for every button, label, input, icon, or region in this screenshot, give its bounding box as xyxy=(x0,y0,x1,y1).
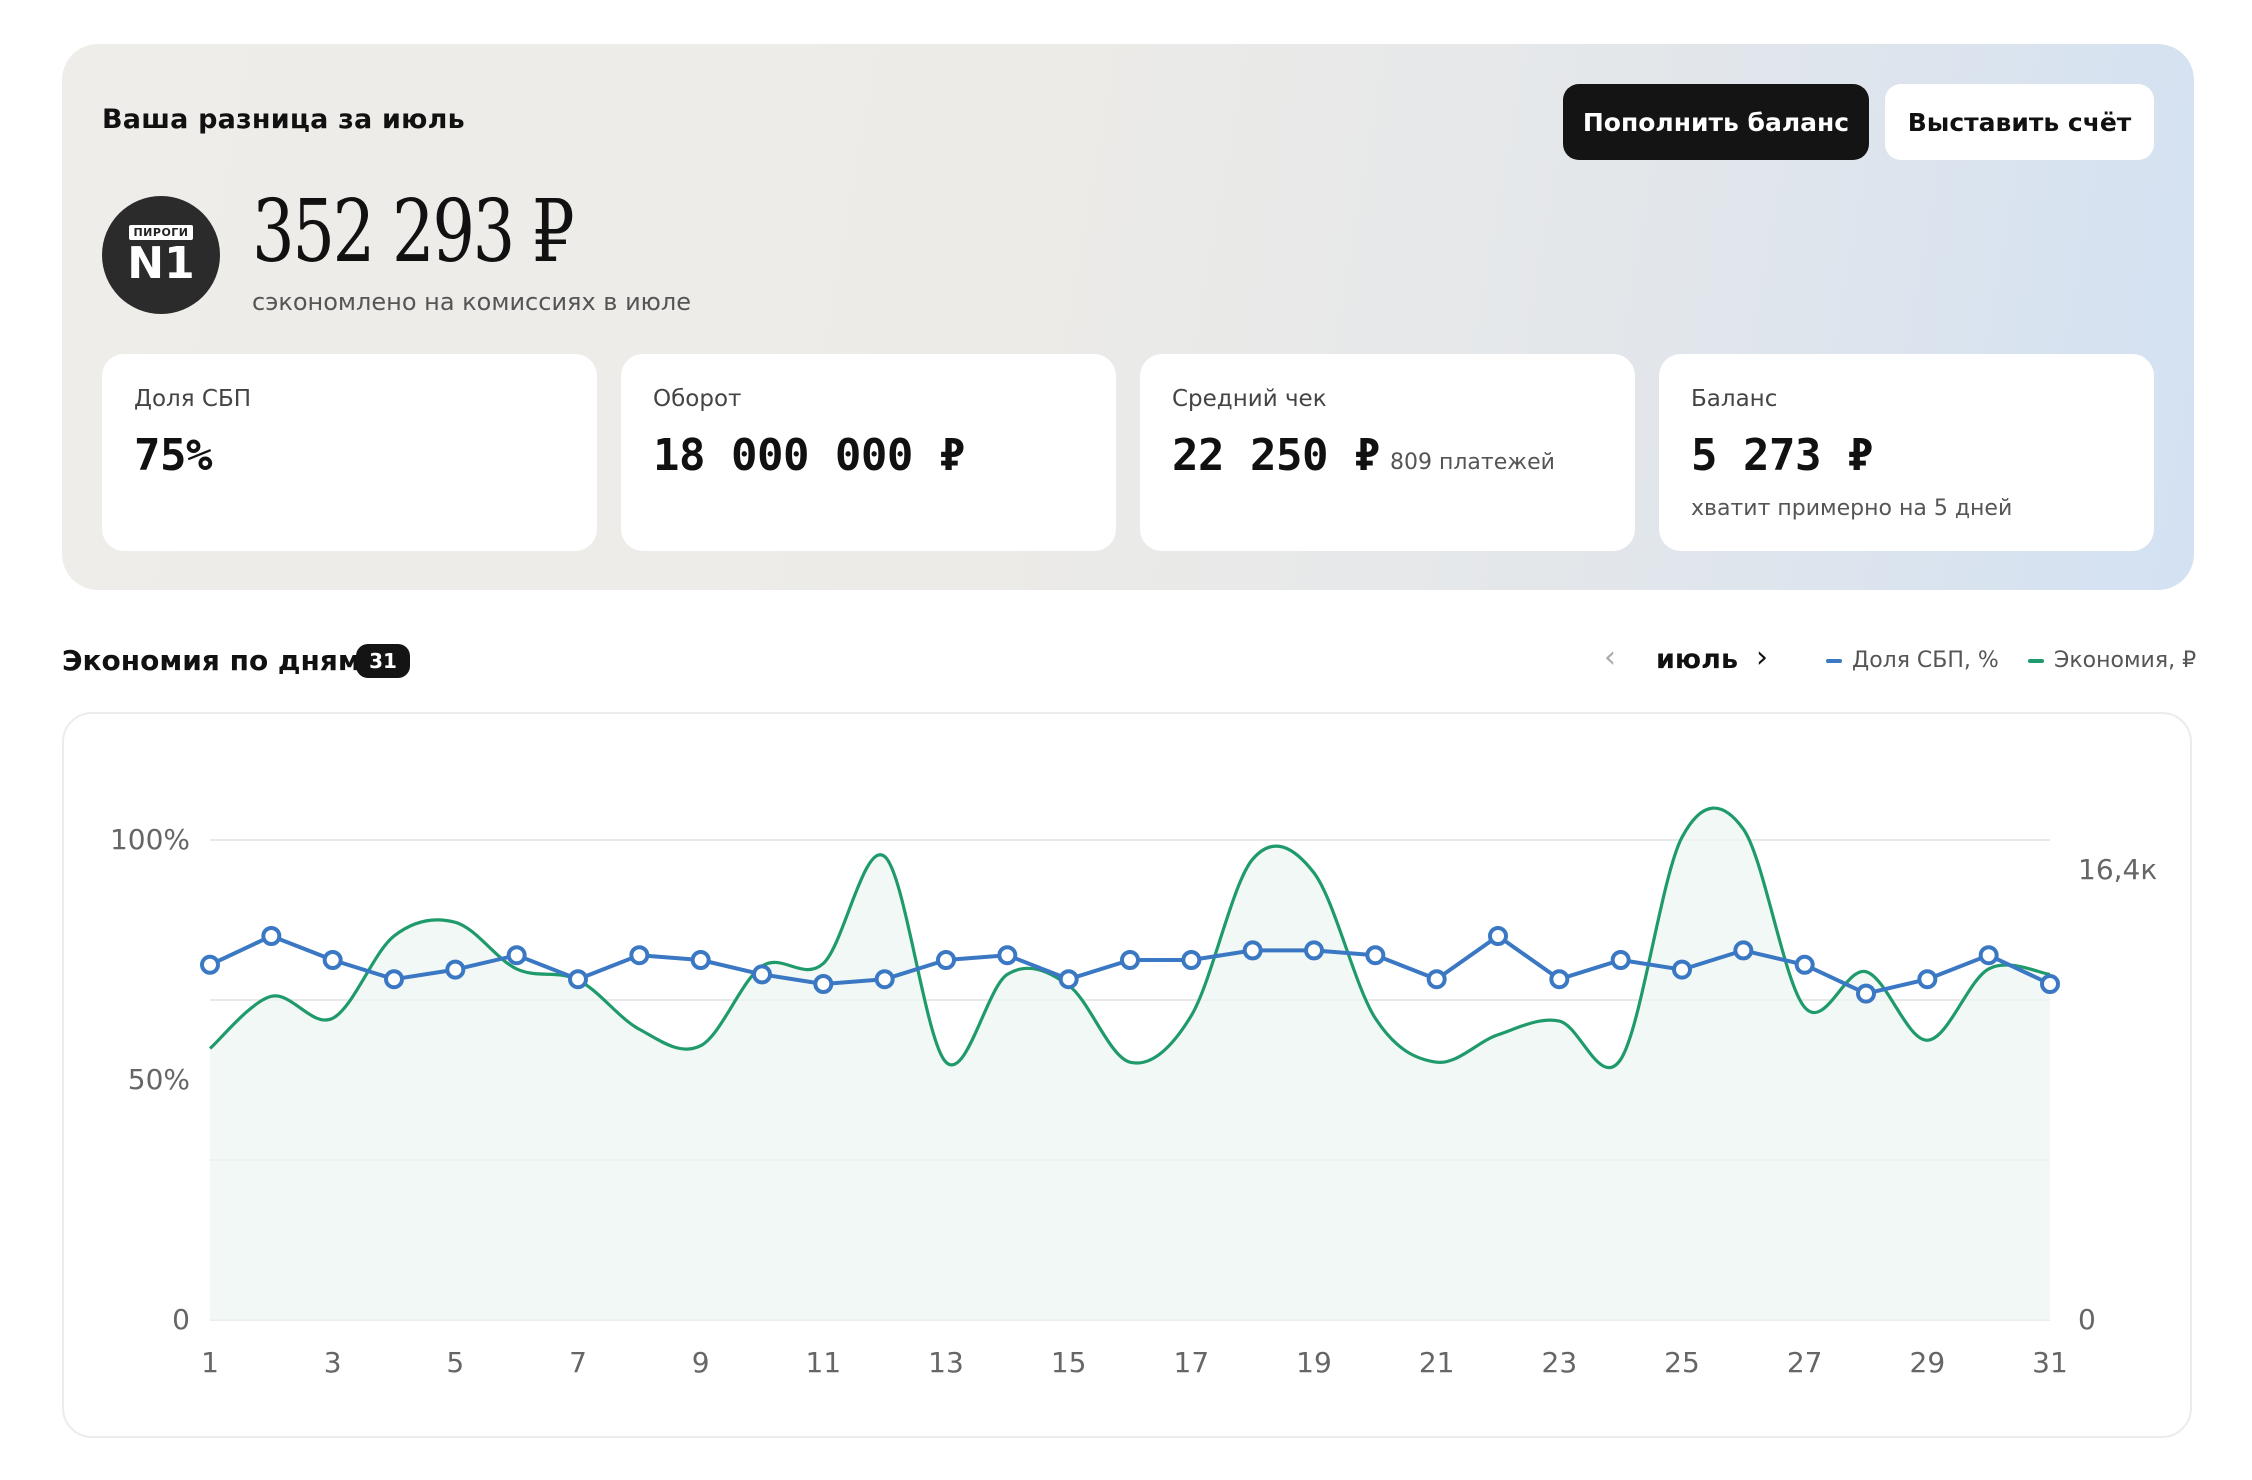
x-tick-label: 21 xyxy=(1419,1346,1455,1379)
stat-label: Доля СБП xyxy=(134,386,252,412)
sbp-share-point xyxy=(936,950,956,970)
y-right-tick-label: 0 xyxy=(2078,1303,2096,1336)
sbp-share-point xyxy=(1365,945,1386,966)
sbp-share-point xyxy=(261,926,282,946)
logo-main-text: N1 xyxy=(127,237,195,289)
logo-top-text: ПИРОГИ xyxy=(129,224,193,240)
stat-value: 75% xyxy=(134,430,212,481)
balance-forecast: хватит примерно на 5 дней xyxy=(1691,496,2013,521)
x-tick-label: 19 xyxy=(1296,1346,1332,1379)
stat-value: 22 250 ₽ xyxy=(1172,430,1380,481)
sbp-share-point xyxy=(1978,945,1999,966)
sbp-share-point xyxy=(2040,974,2060,994)
legend-label: Экономия, ₽ xyxy=(2054,648,2197,673)
sbp-share-point xyxy=(1917,969,1938,990)
sbp-share-point xyxy=(1549,969,1570,990)
savings-area xyxy=(210,808,2050,1320)
savings-line xyxy=(208,806,2051,1070)
stat-label: Оборот xyxy=(653,386,742,412)
chevron-right-icon[interactable]: › xyxy=(1756,640,1768,675)
sbp-share-point xyxy=(445,959,466,980)
sbp-share-point xyxy=(1856,983,1876,1004)
sbp-share-point xyxy=(1733,940,1754,961)
x-tick-label: 7 xyxy=(569,1346,587,1379)
days-count-badge: 31 xyxy=(356,644,410,678)
sbp-share-point xyxy=(813,974,834,994)
stat-value: 18 000 000 ₽ xyxy=(653,430,965,481)
sbp-share-point xyxy=(629,945,650,966)
sbp-share-point xyxy=(1242,940,1263,961)
sbp-share-point xyxy=(200,954,220,975)
sbp-share-point xyxy=(1794,954,1815,975)
x-tick-label: 5 xyxy=(446,1346,464,1379)
sbp-share-point xyxy=(1488,926,1508,946)
brand-logo: ПИРОГИ N1 xyxy=(102,196,220,314)
x-tick-label: 27 xyxy=(1787,1346,1823,1379)
x-tick-label: 29 xyxy=(1910,1346,1946,1379)
sbp-share-point xyxy=(1058,969,1079,990)
legend-label: Доля СБП, % xyxy=(1852,648,1999,673)
sbp-share-point xyxy=(506,945,527,966)
x-tick-label: 23 xyxy=(1542,1346,1578,1379)
payments-count: 809 платежей xyxy=(1390,450,1555,475)
sbp-share-point xyxy=(690,950,711,970)
summary-panel: Ваша разница за июль Пополнить баланс Вы… xyxy=(62,44,2194,590)
chevron-left-icon[interactable]: ‹ xyxy=(1604,640,1616,675)
stat-label: Баланс xyxy=(1691,386,1778,412)
sbp-share-point xyxy=(568,969,588,990)
legend-item-sbp-share: Доля СБП, % xyxy=(1826,648,1999,673)
month-selector[interactable]: июль xyxy=(1656,644,1739,675)
sbp-share-point xyxy=(384,969,404,990)
x-tick-label: 3 xyxy=(324,1346,342,1379)
sbp-share-point xyxy=(1304,940,1324,961)
stat-card-balance: Баланс 5 273 ₽ хватит примерно на 5 дней xyxy=(1659,354,2154,551)
x-tick-label: 1 xyxy=(201,1346,219,1379)
stat-label: Средний чек xyxy=(1172,386,1327,412)
savings-amount: 352 293 ₽ xyxy=(252,182,575,282)
sbp-share-point xyxy=(874,969,895,990)
sbp-share-point xyxy=(752,964,772,985)
sbp-share-point xyxy=(1120,950,1140,970)
legend-swatch-green xyxy=(2028,658,2044,663)
stat-card-sbp-share: Доля СБП 75% xyxy=(102,354,597,551)
x-tick-label: 11 xyxy=(806,1346,842,1379)
x-tick-label: 25 xyxy=(1664,1346,1700,1379)
y-left-tick-label: 50% xyxy=(128,1063,190,1096)
savings-caption: сэкономлено на комиссиях в июле xyxy=(252,288,691,316)
stat-value: 5 273 ₽ xyxy=(1691,430,1873,481)
section-title: Экономия по дням xyxy=(62,644,361,677)
page-title: Ваша разница за июль xyxy=(102,104,465,135)
savings-chart: 050%100%016,4к1 3 5 7 9 11 13 15 17 19 21 23 25 27 29 3… xyxy=(110,806,2157,1379)
x-tick-label: 17 xyxy=(1174,1346,1210,1379)
y-right-tick-label: 16,4к xyxy=(2078,853,2157,886)
sbp-share-point xyxy=(997,945,1018,966)
y-left-tick-label: 0 xyxy=(172,1303,190,1336)
legend-swatch-blue xyxy=(1826,658,1842,663)
chart-card: 0 50% 100% 0 16,4к 1 3 5 7 9 11 13 15 17 19 21 23 25 27 29 3… xyxy=(62,712,2192,1438)
y-left-tick-label: 100% xyxy=(110,823,190,856)
stat-card-turnover: Оборот 18 000 000 ₽ xyxy=(621,354,1116,551)
x-tick-label: 31 xyxy=(2032,1346,2068,1379)
sbp-share-point xyxy=(322,950,343,970)
issue-invoice-button[interactable]: Выставить счёт xyxy=(1885,84,2154,160)
x-tick-label: 13 xyxy=(928,1346,964,1379)
sbp-share-point xyxy=(1181,950,1202,970)
top-up-balance-button[interactable]: Пополнить баланс xyxy=(1563,84,1869,160)
sbp-share-point xyxy=(1610,950,1631,970)
sbp-share-point xyxy=(1426,969,1447,990)
x-tick-label: 15 xyxy=(1051,1346,1087,1379)
legend-item-savings: Экономия, ₽ xyxy=(2028,648,2196,673)
stat-card-average-check: Средний чек 22 250 ₽ 809 платежей xyxy=(1140,354,1635,551)
x-tick-label: 9 xyxy=(692,1346,710,1379)
sbp-share-point xyxy=(1672,959,1692,980)
